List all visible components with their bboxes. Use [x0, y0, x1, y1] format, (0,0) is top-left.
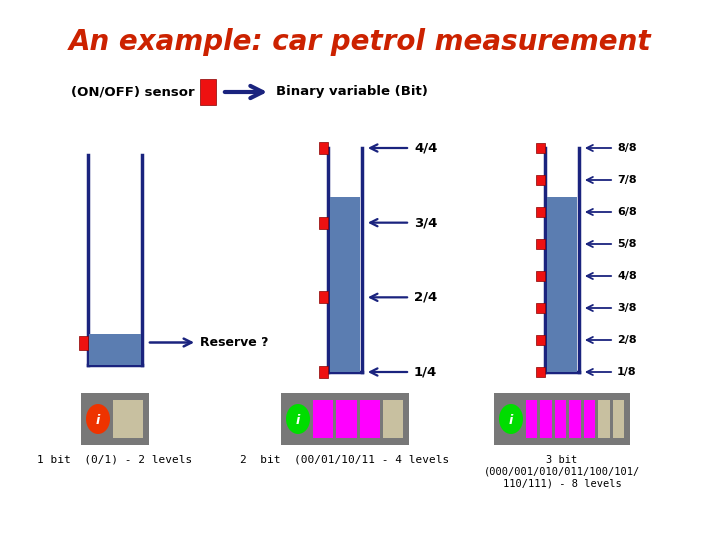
Bar [359, 400, 379, 438]
Bar [613, 400, 624, 438]
Bar [541, 400, 552, 438]
Text: 2/4: 2/4 [414, 291, 437, 304]
Bar [536, 143, 545, 153]
Text: An example: car petrol measurement: An example: car petrol measurement [68, 28, 652, 56]
Bar [319, 142, 328, 154]
Bar [319, 366, 328, 378]
Bar [536, 239, 545, 249]
Text: Binary variable (Bit): Binary variable (Bit) [276, 85, 428, 98]
Text: 2  bit  (00/01/10/11 - 4 levels: 2 bit (00/01/10/11 - 4 levels [240, 455, 449, 465]
Text: 4/4: 4/4 [414, 141, 437, 154]
Bar [584, 400, 595, 438]
Bar [336, 400, 356, 438]
Bar [536, 303, 545, 313]
Text: 3/8: 3/8 [617, 303, 636, 313]
Text: 1/4: 1/4 [414, 366, 437, 379]
Ellipse shape [86, 404, 110, 434]
Text: 2/8: 2/8 [617, 335, 636, 345]
Bar [526, 400, 537, 438]
Ellipse shape [286, 404, 310, 434]
Bar [383, 400, 403, 438]
Bar [200, 79, 216, 105]
Bar [319, 292, 328, 303]
Ellipse shape [499, 404, 523, 434]
Bar [570, 400, 581, 438]
Bar [281, 393, 409, 445]
Text: 8/8: 8/8 [617, 143, 636, 153]
Bar [536, 271, 545, 281]
Text: (ON/OFF) sensor: (ON/OFF) sensor [71, 85, 195, 98]
Bar [547, 197, 577, 372]
Text: 1 bit  (0/1) - 2 levels: 1 bit (0/1) - 2 levels [37, 455, 193, 465]
Bar [536, 175, 545, 185]
Text: 1/8: 1/8 [617, 367, 636, 377]
Bar [313, 400, 333, 438]
Bar [113, 400, 143, 438]
Text: i: i [509, 414, 513, 427]
Bar [536, 207, 545, 217]
Text: i: i [96, 414, 100, 427]
Bar [494, 393, 630, 445]
Bar [555, 400, 567, 438]
Bar [319, 217, 328, 228]
Bar [536, 367, 545, 377]
Text: 6/8: 6/8 [617, 207, 636, 217]
Bar [89, 334, 141, 365]
Bar [330, 197, 360, 372]
Text: 4/8: 4/8 [617, 271, 636, 281]
Text: Reserve ?: Reserve ? [200, 336, 269, 349]
Text: 7/8: 7/8 [617, 175, 636, 185]
Bar [598, 400, 610, 438]
Bar [81, 393, 149, 445]
Text: 3/4: 3/4 [414, 216, 437, 229]
Text: 3 bit
(000/001/010/011/100/101/
110/111) - 8 levels: 3 bit (000/001/010/011/100/101/ 110/111)… [484, 455, 640, 488]
Bar [79, 335, 88, 349]
Text: 5/8: 5/8 [617, 239, 636, 249]
Bar [536, 335, 545, 345]
Text: i: i [296, 414, 300, 427]
